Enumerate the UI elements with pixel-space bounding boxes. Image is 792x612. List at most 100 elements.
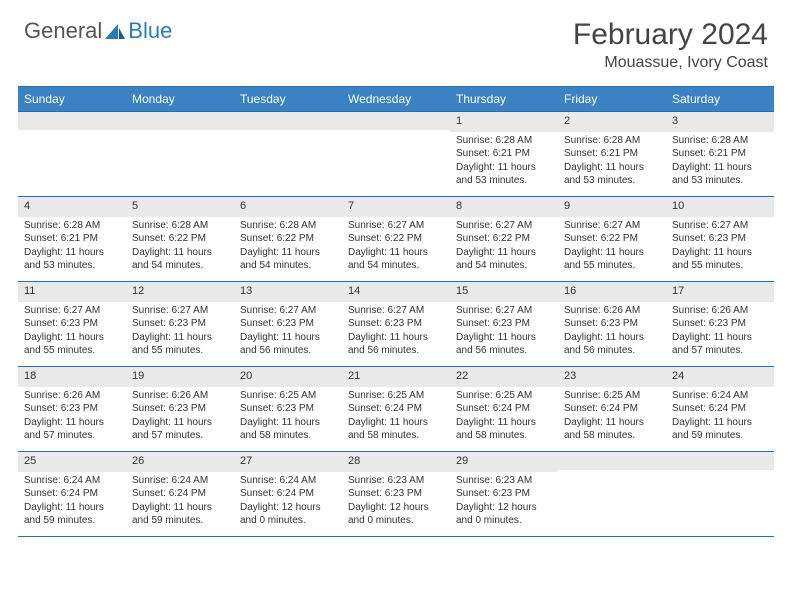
- cell-body: Sunrise: 6:24 AMSunset: 6:24 PMDaylight:…: [234, 472, 342, 533]
- daylight1-text: Daylight: 11 hours: [672, 332, 768, 345]
- sunset-text: Sunset: 6:23 PM: [24, 403, 120, 416]
- calendar-cell: 24Sunrise: 6:24 AMSunset: 6:24 PMDayligh…: [666, 367, 774, 451]
- day-number: 5: [126, 197, 234, 217]
- sunrise-text: Sunrise: 6:27 AM: [24, 305, 120, 318]
- sunset-text: Sunset: 6:23 PM: [132, 318, 228, 331]
- daylight1-text: Daylight: 11 hours: [240, 332, 336, 345]
- daylight1-text: Daylight: 11 hours: [240, 247, 336, 260]
- daylight2-text: and 55 minutes.: [564, 260, 660, 273]
- sunset-text: Sunset: 6:23 PM: [348, 318, 444, 331]
- daylight1-text: Daylight: 11 hours: [240, 417, 336, 430]
- cell-body: Sunrise: 6:27 AMSunset: 6:22 PMDaylight:…: [342, 217, 450, 278]
- daylight1-text: Daylight: 11 hours: [348, 332, 444, 345]
- day-number: 20: [234, 367, 342, 387]
- day-number: 7: [342, 197, 450, 217]
- sunset-text: Sunset: 6:22 PM: [132, 233, 228, 246]
- daylight1-text: Daylight: 11 hours: [672, 417, 768, 430]
- calendar-cell: 22Sunrise: 6:25 AMSunset: 6:24 PMDayligh…: [450, 367, 558, 451]
- sunset-text: Sunset: 6:23 PM: [24, 318, 120, 331]
- calendar-cell: 20Sunrise: 6:25 AMSunset: 6:23 PMDayligh…: [234, 367, 342, 451]
- daylight1-text: Daylight: 11 hours: [564, 247, 660, 260]
- daylight1-text: Daylight: 11 hours: [456, 417, 552, 430]
- sunset-text: Sunset: 6:24 PM: [348, 403, 444, 416]
- sunset-text: Sunset: 6:21 PM: [456, 148, 552, 161]
- calendar-cell: 17Sunrise: 6:26 AMSunset: 6:23 PMDayligh…: [666, 282, 774, 366]
- day-number: [234, 112, 342, 130]
- week-row: 11Sunrise: 6:27 AMSunset: 6:23 PMDayligh…: [18, 281, 774, 366]
- sunrise-text: Sunrise: 6:26 AM: [672, 305, 768, 318]
- daylight2-text: and 0 minutes.: [456, 515, 552, 528]
- sunset-text: Sunset: 6:23 PM: [672, 233, 768, 246]
- daylight1-text: Daylight: 11 hours: [672, 162, 768, 175]
- day-number: 26: [126, 452, 234, 472]
- daylight2-text: and 55 minutes.: [24, 345, 120, 358]
- sunrise-text: Sunrise: 6:24 AM: [672, 390, 768, 403]
- day-number: 19: [126, 367, 234, 387]
- daylight1-text: Daylight: 12 hours: [348, 502, 444, 515]
- day-header: Wednesday: [342, 87, 450, 111]
- cell-body: Sunrise: 6:23 AMSunset: 6:23 PMDaylight:…: [342, 472, 450, 533]
- calendar-cell: [342, 112, 450, 196]
- sunrise-text: Sunrise: 6:27 AM: [240, 305, 336, 318]
- calendar-cell: 26Sunrise: 6:24 AMSunset: 6:24 PMDayligh…: [126, 452, 234, 536]
- day-number: 21: [342, 367, 450, 387]
- daylight2-text: and 53 minutes.: [564, 175, 660, 188]
- day-number: 11: [18, 282, 126, 302]
- sunset-text: Sunset: 6:21 PM: [24, 233, 120, 246]
- daylight2-text: and 59 minutes.: [24, 515, 120, 528]
- day-number: 17: [666, 282, 774, 302]
- calendar-cell: [18, 112, 126, 196]
- day-number: [666, 452, 774, 470]
- sunset-text: Sunset: 6:24 PM: [456, 403, 552, 416]
- sunrise-text: Sunrise: 6:26 AM: [132, 390, 228, 403]
- calendar-cell: 13Sunrise: 6:27 AMSunset: 6:23 PMDayligh…: [234, 282, 342, 366]
- cell-body: Sunrise: 6:26 AMSunset: 6:23 PMDaylight:…: [666, 302, 774, 363]
- day-header: Sunday: [18, 87, 126, 111]
- day-number: 27: [234, 452, 342, 472]
- sunrise-text: Sunrise: 6:26 AM: [564, 305, 660, 318]
- calendar-cell: [234, 112, 342, 196]
- day-number: 28: [342, 452, 450, 472]
- sunset-text: Sunset: 6:24 PM: [132, 488, 228, 501]
- day-number: [18, 112, 126, 130]
- sunrise-text: Sunrise: 6:27 AM: [348, 305, 444, 318]
- daylight2-text: and 56 minutes.: [456, 345, 552, 358]
- sunset-text: Sunset: 6:22 PM: [240, 233, 336, 246]
- cell-body: Sunrise: 6:27 AMSunset: 6:22 PMDaylight:…: [558, 217, 666, 278]
- calendar-cell: 28Sunrise: 6:23 AMSunset: 6:23 PMDayligh…: [342, 452, 450, 536]
- day-number: 22: [450, 367, 558, 387]
- day-header-row: Sunday Monday Tuesday Wednesday Thursday…: [18, 87, 774, 111]
- calendar-cell: 29Sunrise: 6:23 AMSunset: 6:23 PMDayligh…: [450, 452, 558, 536]
- sunset-text: Sunset: 6:23 PM: [132, 403, 228, 416]
- sunrise-text: Sunrise: 6:28 AM: [564, 135, 660, 148]
- daylight1-text: Daylight: 12 hours: [240, 502, 336, 515]
- cell-body: Sunrise: 6:28 AMSunset: 6:21 PMDaylight:…: [18, 217, 126, 278]
- cell-body: Sunrise: 6:28 AMSunset: 6:21 PMDaylight:…: [558, 132, 666, 193]
- sunrise-text: Sunrise: 6:25 AM: [564, 390, 660, 403]
- sunset-text: Sunset: 6:24 PM: [564, 403, 660, 416]
- daylight1-text: Daylight: 11 hours: [24, 417, 120, 430]
- daylight2-text: and 58 minutes.: [348, 430, 444, 443]
- sunrise-text: Sunrise: 6:27 AM: [564, 220, 660, 233]
- calendar-cell: [126, 112, 234, 196]
- daylight2-text: and 57 minutes.: [672, 345, 768, 358]
- cell-body: Sunrise: 6:27 AMSunset: 6:23 PMDaylight:…: [126, 302, 234, 363]
- calendar-cell: 19Sunrise: 6:26 AMSunset: 6:23 PMDayligh…: [126, 367, 234, 451]
- title-block: February 2024 Mouassue, Ivory Coast: [573, 18, 768, 72]
- calendar-cell: 6Sunrise: 6:28 AMSunset: 6:22 PMDaylight…: [234, 197, 342, 281]
- daylight1-text: Daylight: 11 hours: [564, 417, 660, 430]
- cell-body: Sunrise: 6:28 AMSunset: 6:21 PMDaylight:…: [666, 132, 774, 193]
- calendar-cell: 15Sunrise: 6:27 AMSunset: 6:23 PMDayligh…: [450, 282, 558, 366]
- daylight1-text: Daylight: 11 hours: [564, 162, 660, 175]
- daylight2-text: and 57 minutes.: [24, 430, 120, 443]
- daylight1-text: Daylight: 11 hours: [672, 247, 768, 260]
- daylight2-text: and 56 minutes.: [564, 345, 660, 358]
- day-header: Thursday: [450, 87, 558, 111]
- sunset-text: Sunset: 6:23 PM: [240, 318, 336, 331]
- daylight1-text: Daylight: 11 hours: [24, 502, 120, 515]
- cell-body: Sunrise: 6:27 AMSunset: 6:23 PMDaylight:…: [342, 302, 450, 363]
- daylight1-text: Daylight: 11 hours: [132, 247, 228, 260]
- day-number: 24: [666, 367, 774, 387]
- week-row: 4Sunrise: 6:28 AMSunset: 6:21 PMDaylight…: [18, 196, 774, 281]
- cell-body: Sunrise: 6:27 AMSunset: 6:23 PMDaylight:…: [234, 302, 342, 363]
